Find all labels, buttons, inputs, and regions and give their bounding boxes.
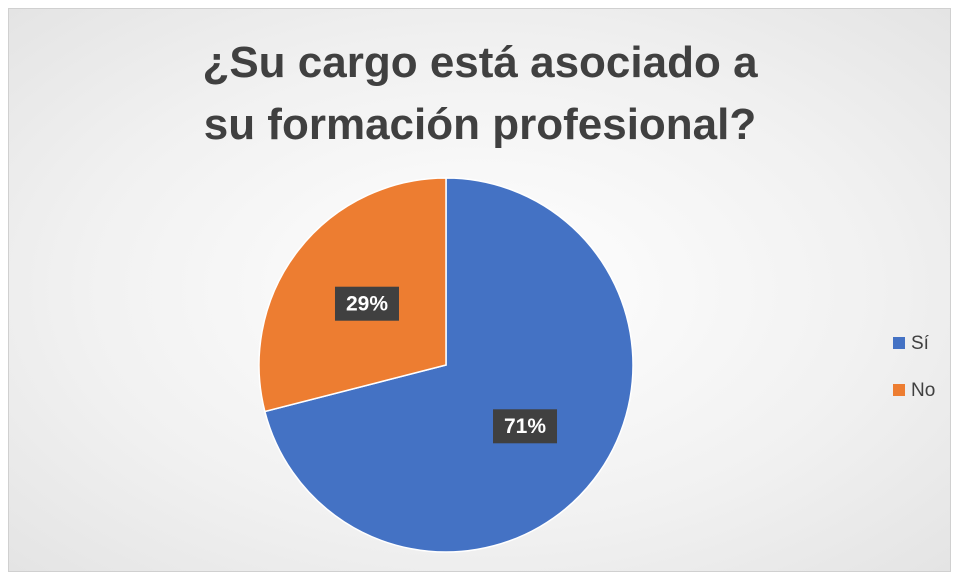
legend-swatch: [893, 337, 905, 349]
value-label-box: [493, 409, 558, 444]
value-label: 29%: [346, 292, 388, 315]
legend-swatch: [893, 384, 905, 396]
pie-slice: [263, 177, 634, 553]
legend-label: Sí: [911, 333, 930, 354]
value-label-box: [334, 286, 399, 321]
chart-title: ¿Su cargo está asociado a su formación p…: [202, 38, 758, 149]
value-label: 71%: [504, 415, 546, 438]
legend-label: No: [911, 380, 935, 401]
